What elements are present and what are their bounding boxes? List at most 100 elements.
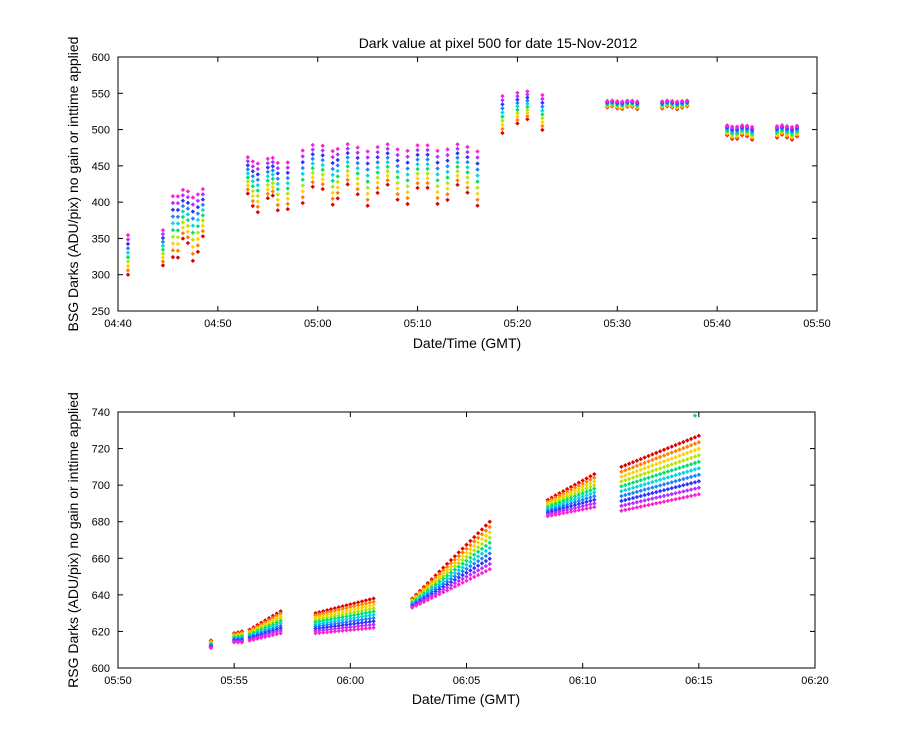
rsg-data-point [669,456,674,461]
rsg-data-point [479,561,485,566]
rsg-data-point [328,629,334,634]
bsg-data-point [285,201,290,207]
rsg-data-point [448,579,454,585]
rsg-data-point [317,623,322,629]
rsg-data-point [313,628,318,634]
y-tick-label: 660 [92,553,110,565]
bsg-data-point [125,263,131,269]
x-tick-label: 06:20 [801,675,829,687]
bsg-axis-ticks: 04:40 04:50 05:00 05:10 05:20 05:30 05:40 05:50… [92,52,831,330]
rsg-data-point [328,607,334,612]
bsg-data-point [500,130,505,136]
rsg-data-point [441,571,446,576]
bsg-data-point [475,167,480,172]
rsg-data-point [572,505,578,511]
bsg-data-point [540,127,545,133]
rsg-data-point [557,509,562,514]
rsg-data-point [336,605,341,610]
rsg-data-point [487,551,492,556]
rsg-data-point [340,614,345,620]
bsg-data-point [245,159,251,164]
rsg-data-point [460,557,465,563]
rsg-data-point [580,507,585,512]
rsg-data-point [437,581,442,587]
rsg-data-point [359,617,365,622]
rsg-data-point [448,561,454,566]
rsg-data-point [321,613,326,619]
rsg-data-point [665,498,671,504]
bsg-data-point [255,210,260,215]
rsg-data-point [441,590,446,595]
bsg-data-point [684,98,690,103]
rsg-data-point [661,459,667,464]
rsg-data-point [270,632,276,638]
rsg-data-point [650,463,655,468]
rsg-data-point [352,621,357,626]
bsg-data-point [365,149,370,154]
bsg-data-point [195,249,201,254]
rsg-data-point [692,486,698,491]
bsg-data-point [465,149,470,155]
rsg-data-point [564,507,570,513]
bsg-data-point [355,145,360,150]
rsg-data-point [448,567,454,572]
bsg-data-point [125,259,131,264]
rsg-data-point [584,479,589,484]
rsg-data-point [638,499,643,504]
bsg-data-point [170,214,176,219]
rsg-data-point [444,582,450,587]
bsg-data-point [195,198,201,203]
bsg-data-point [285,191,290,196]
bsg-data-point [265,178,270,183]
bsg-data-point [275,160,280,166]
bsg-data-point [275,181,280,187]
bsg-data-point [395,186,400,191]
x-tick-label: 05:55 [220,675,248,687]
rsg-data-point [564,505,570,510]
rsg-data-point [584,496,589,501]
rsg-data-point [626,501,632,507]
rsg-data-point [274,611,279,616]
rsg-data-point [634,474,640,479]
bsg-data-point [330,172,335,178]
rsg-data-point [685,475,690,481]
rsg-data-point [654,501,659,506]
rsg-data-point [657,454,663,460]
rsg-data-point [433,577,438,583]
rsg-data-point [588,488,593,493]
bsg-data-point [330,178,335,184]
y-tick-label: 350 [92,233,110,245]
bsg-data-point [270,180,275,186]
rsg-data-point [456,568,461,573]
bsg-data-point [445,158,450,163]
rsg-data-point [642,476,647,482]
rsg-data-point [646,481,651,486]
rsg-dark-points [208,413,702,651]
rsg-data-point [274,622,279,628]
bsg-data-point [270,176,275,182]
rsg-data-point [592,475,597,481]
rsg-data-point [344,603,349,608]
rsg-data-point [332,618,338,624]
rsg-data-point [460,572,465,578]
bsg-data-point [310,147,315,152]
rsg-data-point [464,558,469,563]
x-tick-label: 04:50 [204,318,232,330]
rsg-data-point [561,503,566,509]
rsg-data-point [619,469,624,474]
rsg-data-point [448,573,454,579]
bsg-data-point [455,151,460,156]
bsg-data-point [355,155,360,161]
rsg-data-point [634,463,640,469]
rsg-data-point [564,510,570,515]
rsg-data-point [696,479,702,484]
rsg-data-point [359,611,365,616]
bsg-data-point [415,181,420,186]
bsg-data-point [425,171,430,176]
bsg-data-point [385,146,390,151]
rsg-data-point [634,468,640,474]
rsg-data-point [650,468,655,474]
bsg-data-point [200,186,206,192]
rsg-data-point [646,486,651,491]
bsg-data-point [175,214,181,219]
